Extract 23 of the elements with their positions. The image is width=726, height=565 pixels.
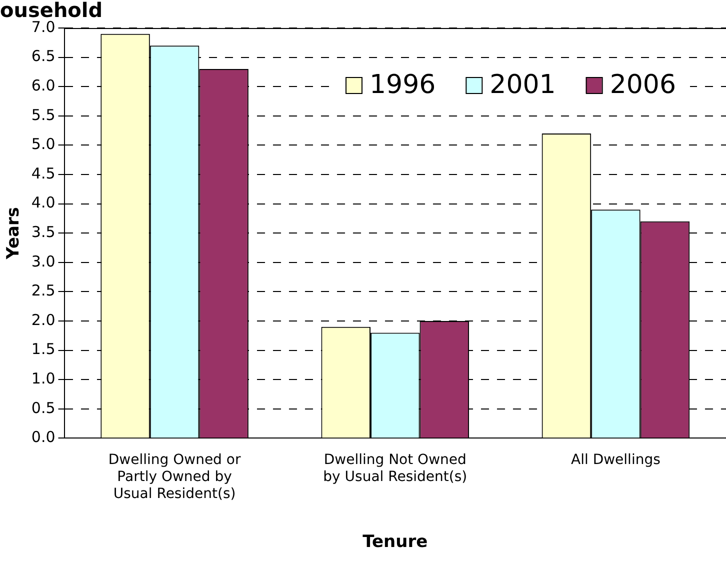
y-tick-label: 2.5 xyxy=(31,282,56,300)
y-tick-label: 1.0 xyxy=(31,369,56,388)
legend-label: 1996 xyxy=(369,70,436,100)
y-tick-label: 4.5 xyxy=(31,164,56,182)
y-tick-label: 2.0 xyxy=(31,310,56,329)
x-tick-label: Dwelling Not Owned by Usual Resident(s) xyxy=(323,452,468,486)
y-tick-label: 3.5 xyxy=(31,222,56,241)
y-tick-label: 6.0 xyxy=(31,76,56,94)
x-tick-label: All Dwellings xyxy=(571,452,660,468)
y-tick-label: 5.5 xyxy=(31,106,56,124)
x-tick-label: Dwelling Owned or Partly Owned by Usual Resident(s) xyxy=(108,452,241,502)
y-tick-label: 3.0 xyxy=(31,252,56,270)
y-tick-label: 5.0 xyxy=(31,135,56,154)
y-tick-label: 0.0 xyxy=(31,428,56,446)
y-tick-label: 0.5 xyxy=(31,398,56,417)
y-tick-label: 1.5 xyxy=(31,340,56,358)
y-axis-title: Years xyxy=(4,206,24,260)
y-tick-label: 7.0 xyxy=(31,18,56,36)
y-tick-label: 4.0 xyxy=(31,194,56,212)
x-axis-title: Tenure xyxy=(362,532,428,552)
legend-label: 2006 xyxy=(610,70,676,100)
y-tick-label: 6.5 xyxy=(31,47,56,66)
legend-label: 2001 xyxy=(490,70,556,100)
